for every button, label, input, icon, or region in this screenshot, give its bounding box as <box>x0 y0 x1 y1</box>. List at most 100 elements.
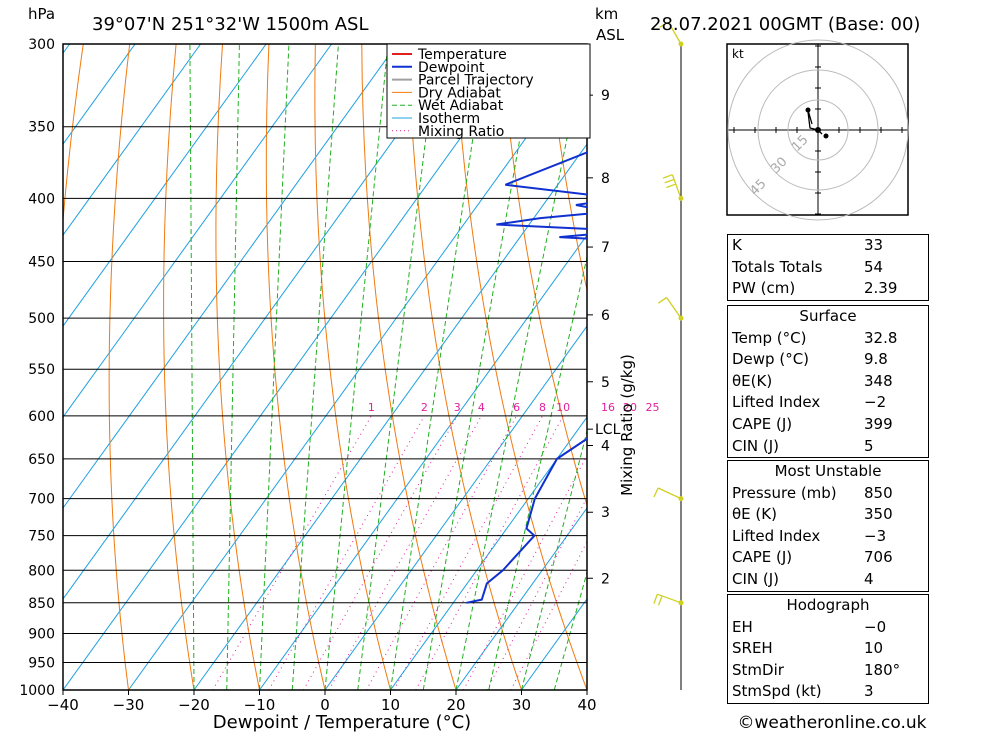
row-label: θE(K) <box>732 371 773 390</box>
wet-adiabat-line <box>226 44 240 690</box>
hodograph-ring <box>787 99 849 161</box>
table-title: Hodograph <box>786 596 870 614</box>
wind-barbs <box>653 21 684 690</box>
isotherm-line <box>455 507 587 690</box>
km-tick-label: 7 <box>601 240 610 256</box>
row-value: 348 <box>864 371 893 390</box>
row-value: 54 <box>864 257 884 276</box>
location-title: 39°07'N 251°32'W 1500m ASL <box>92 14 369 35</box>
mixing-ratio-label: 16 <box>601 401 615 414</box>
row-label: EH <box>732 617 753 636</box>
table-row: Pressure (mb) 850 <box>728 483 928 505</box>
wind-barb <box>653 487 682 500</box>
pressure-tick-label: 550 <box>28 362 55 378</box>
wet-adiabat-line <box>488 255 587 690</box>
isotherm-line <box>63 44 202 236</box>
row-value: 9.8 <box>864 350 888 369</box>
hodograph-table: Hodograph EH −0 SREH 10 StmDir 180° StmSpd (kt)… <box>727 594 929 704</box>
row-value: 350 <box>864 505 893 524</box>
table-title: Surface <box>799 307 857 325</box>
table-row: StmSpd (kt) 3 <box>728 681 928 703</box>
wet-adiabat-line <box>553 570 587 690</box>
table-row: StmDir 180° <box>728 660 928 682</box>
legend-entry: Dry Adiabat <box>418 85 501 101</box>
mixing-ratio-line <box>268 415 425 690</box>
table-row: CIN (J) 4 <box>728 569 928 591</box>
most-unstable-table: Most Unstable Pressure (mb) 850 θE (K) 350 Li… <box>727 460 929 592</box>
table-row: PW (cm) 2.39 <box>728 278 928 300</box>
dry-adiabat-line <box>546 44 587 293</box>
wind-barb <box>659 21 682 45</box>
row-label: CAPE (J) <box>732 414 793 433</box>
wet-adiabat-line <box>357 44 438 690</box>
table-row: CAPE (J) 399 <box>728 414 928 436</box>
table-row: θE (K) 350 <box>728 504 928 526</box>
km-tick-label: 9 <box>601 88 610 104</box>
wet-adiabat-line <box>324 44 389 690</box>
row-label: Pressure (mb) <box>732 483 837 502</box>
km-tick-label: 2 <box>601 571 610 587</box>
km-tick-label: 5 <box>601 375 610 391</box>
pressure-tick-label: 850 <box>28 596 55 612</box>
mixing-ratio-label: 2 <box>421 401 428 414</box>
lcl-label: LCL <box>595 422 621 438</box>
pressure-tick-label: 1000 <box>19 683 55 699</box>
row-label: StmDir <box>732 660 784 679</box>
row-label: CIN (J) <box>732 436 780 455</box>
pressure-tick-label: 600 <box>28 409 55 425</box>
row-label: StmSpd (kt) <box>732 682 822 701</box>
dewpoint-line <box>466 151 587 604</box>
row-label: Lifted Index <box>732 393 821 412</box>
row-value: −2 <box>864 393 887 412</box>
row-value: 33 <box>864 236 884 254</box>
row-value: 706 <box>864 548 893 567</box>
datetime-title: 28.07.2021 00GMT (Base: 00) <box>650 14 920 35</box>
wet-adiabat-line <box>521 429 587 690</box>
table-row: θE(K) 348 <box>728 371 928 393</box>
isotherm-line <box>390 416 587 690</box>
row-label: Dewp (°C) <box>732 350 810 369</box>
row-value: 2.39 <box>864 279 898 298</box>
isotherm-line <box>259 234 587 690</box>
pressure-tick-label: 750 <box>28 529 55 545</box>
mixing-ratio-label: 4 <box>478 401 485 414</box>
isotherm-line <box>193 143 587 690</box>
hodograph-unit-label: kt <box>732 47 744 61</box>
x-tick-label: −30 <box>113 696 145 714</box>
legend-entry: Parcel Trajectory <box>418 73 534 89</box>
row-label: Lifted Index <box>732 526 821 545</box>
legend-box <box>386 43 591 139</box>
mixing-ratio-label: 6 <box>513 401 520 414</box>
table-row: Temp (°C) 32.8 <box>728 328 928 350</box>
pressure-tick-label: 800 <box>28 563 55 579</box>
mixing-ratio-label: 25 <box>646 401 660 414</box>
storm-motion-point <box>823 133 829 139</box>
table-row: SREH 10 <box>728 638 928 660</box>
hodograph-ring <box>727 39 909 221</box>
row-label: CAPE (J) <box>732 548 793 567</box>
row-value: −3 <box>864 526 887 545</box>
indices-table: K 33 Totals Totals 54 PW (cm) 2.39 <box>727 234 929 301</box>
table-row: CIN (J) 5 <box>728 436 928 458</box>
table-row: Lifted Index −2 <box>728 392 928 414</box>
wet-adiabat-line <box>259 44 290 690</box>
isotherm-line <box>63 44 267 327</box>
x-axis-label: Dewpoint / Temperature (°C) <box>213 712 471 733</box>
wet-adiabat-line <box>189 44 195 690</box>
table-title: Most Unstable <box>774 462 882 480</box>
table-row: Dewp (°C) 9.8 <box>728 349 928 371</box>
wet-adiabat-line <box>455 44 587 690</box>
table-row: K 33 <box>728 235 928 257</box>
row-value: 4 <box>864 569 874 588</box>
legend-entry: Dewpoint <box>418 60 485 76</box>
dry-adiabat-line <box>163 44 195 690</box>
hpa-unit-label: hPa <box>28 5 55 23</box>
x-tick-label: 30 <box>512 696 531 714</box>
mixing-ratio-label: 8 <box>539 401 546 414</box>
row-label: θE (K) <box>732 505 777 524</box>
row-value: 399 <box>864 414 893 433</box>
dry-adiabat-line <box>919 44 1000 690</box>
dry-adiabat-line <box>965 44 1000 690</box>
pressure-tick-label: 900 <box>28 626 55 642</box>
